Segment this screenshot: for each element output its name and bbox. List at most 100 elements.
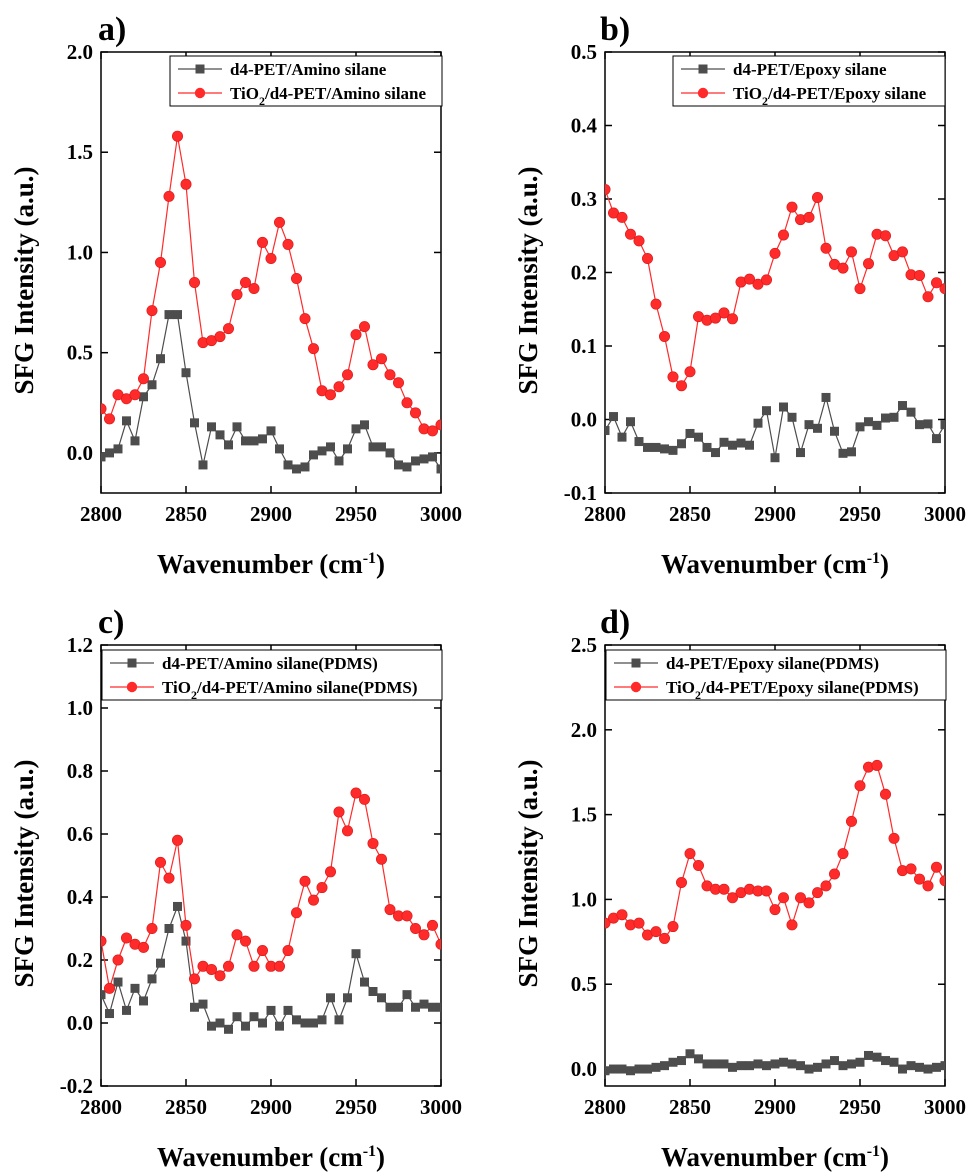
data-point (651, 1062, 661, 1072)
data-point (316, 882, 328, 894)
y-axis-title: SFG Intensity (a.u.) (9, 759, 39, 987)
data-point (385, 1002, 395, 1012)
data-point (164, 924, 174, 933)
data-point (871, 759, 883, 771)
data-point (854, 780, 866, 792)
data-point (745, 1061, 754, 1071)
data-point (411, 1002, 420, 1012)
data-point (104, 413, 116, 425)
data-point (684, 848, 696, 860)
data-point (283, 460, 293, 470)
data-point (282, 945, 294, 957)
x-tick-label: 3000 (924, 1095, 966, 1119)
x-tick-label: 2950 (335, 1095, 377, 1119)
data-point (215, 430, 225, 440)
data-point (299, 313, 311, 325)
plot-area (101, 787, 441, 1034)
data-point (324, 389, 336, 401)
data-point (341, 825, 353, 837)
data-point (616, 211, 628, 223)
data-point (930, 277, 942, 289)
data-point (872, 1052, 882, 1062)
panel-letter: b) (600, 11, 630, 48)
legend-label: TiO2/d4-PET/Amino silane (230, 84, 426, 108)
data-point (777, 892, 789, 904)
data-point (915, 1062, 924, 1072)
data-point (282, 238, 294, 250)
data-point (881, 1056, 890, 1066)
data-point (392, 377, 404, 389)
data-point (146, 922, 158, 934)
data-point (223, 960, 235, 972)
data-point (122, 416, 131, 426)
y-tick-label: 0.0 (67, 1011, 93, 1035)
data-point (181, 936, 191, 946)
y-tick-label: 2.0 (67, 40, 93, 64)
x-tick-label: 2950 (335, 502, 377, 526)
data-point (377, 993, 386, 1003)
data-point (299, 875, 311, 887)
data-point (932, 434, 941, 444)
y-axis-title: SFG Intensity (a.u.) (9, 166, 39, 394)
data-point (804, 420, 814, 430)
data-point (913, 269, 925, 281)
data-point (402, 990, 412, 1000)
data-point (813, 1062, 822, 1072)
data-point (419, 454, 429, 464)
data-point (939, 283, 945, 295)
data-point (241, 436, 250, 446)
x-tick-label: 2900 (250, 1095, 292, 1119)
data-point (104, 982, 116, 994)
data-point (139, 392, 148, 402)
legend-box (605, 649, 947, 701)
data-point (837, 262, 849, 274)
data-point (121, 932, 133, 944)
data-point (660, 1061, 669, 1071)
data-point (685, 1049, 695, 1059)
data-point (711, 448, 720, 458)
data-point (105, 1009, 114, 1019)
data-point (940, 420, 945, 430)
data-point (675, 380, 687, 392)
data-point (147, 380, 157, 390)
data-point (163, 190, 175, 202)
data-point (605, 1066, 610, 1076)
x-tick-label: 2850 (165, 1095, 207, 1119)
data-point (156, 958, 165, 968)
x-tick-label: 2850 (669, 502, 711, 526)
data-point (855, 422, 865, 432)
x-tick-label: 2900 (754, 1095, 796, 1119)
series-circle (101, 787, 441, 994)
data-point (368, 442, 378, 452)
data-point (435, 419, 441, 431)
data-point (189, 973, 201, 985)
data-point (872, 420, 882, 430)
data-point (702, 442, 712, 452)
data-point (855, 1057, 865, 1067)
data-point (650, 926, 662, 938)
data-point (358, 793, 370, 805)
data-point (231, 289, 243, 301)
data-point (190, 1002, 199, 1012)
data-point (351, 424, 361, 434)
data-point (862, 258, 874, 270)
data-point (292, 1015, 301, 1025)
data-point (256, 945, 268, 957)
x-tick-label: 2800 (80, 1095, 122, 1119)
y-tick-label: 1.5 (571, 803, 597, 827)
x-tick-label: 3000 (924, 502, 966, 526)
data-point (760, 274, 772, 286)
data-point (694, 432, 703, 442)
data-point (436, 1002, 441, 1012)
data-point (224, 1024, 233, 1034)
x-tick-label: 2900 (754, 502, 796, 526)
data-point (411, 456, 420, 466)
data-point (368, 987, 378, 996)
y-tick-label: 0.2 (67, 948, 93, 972)
data-point (838, 448, 848, 458)
data-point (760, 885, 772, 897)
data-point (709, 312, 721, 324)
y-tick-label: 0.2 (571, 261, 597, 285)
data-point (811, 887, 823, 899)
data-point (820, 880, 832, 892)
